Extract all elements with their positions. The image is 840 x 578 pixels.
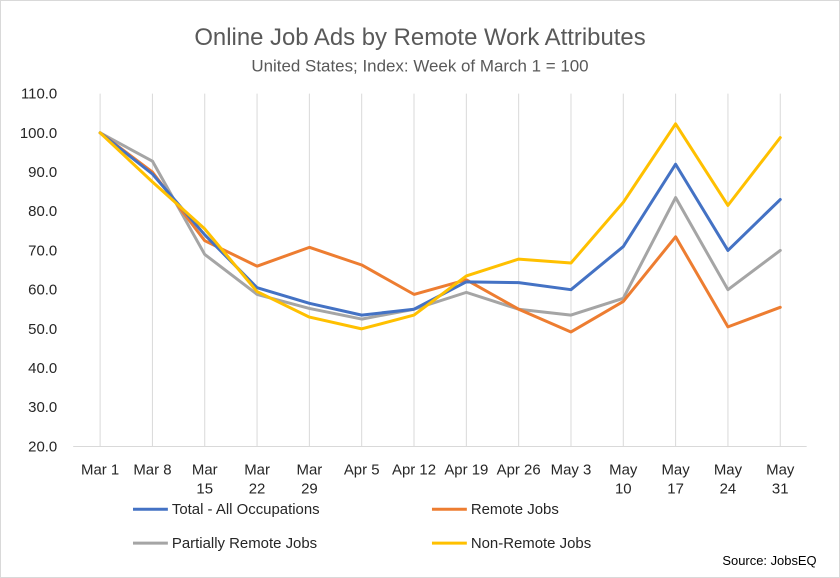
x-tick-label: Mar 8 xyxy=(133,461,171,478)
x-tick-label: 31 xyxy=(772,480,789,497)
grid-lines xyxy=(73,93,807,447)
x-tick-label: May 3 xyxy=(551,461,592,478)
x-tick-label: 15 xyxy=(196,480,213,497)
legend-label: Partially Remote Jobs xyxy=(172,535,317,552)
x-tick-label: 29 xyxy=(301,480,318,497)
x-tick-label: Apr 26 xyxy=(497,461,541,478)
chart-title: Online Job Ads by Remote Work Attributes xyxy=(194,24,645,51)
x-tick-label: Mar xyxy=(297,461,323,478)
x-axis-ticks: Mar 1 Mar 8 Mar 15 Mar 22 Mar 29 Apr 5 Apr 12 Apr … xyxy=(81,461,795,497)
x-tick-label: Apr 5 xyxy=(344,461,380,478)
legend-label: Remote Jobs xyxy=(471,501,559,518)
x-tick-label: May xyxy=(661,461,690,478)
y-tick-label: 20.0 xyxy=(28,438,57,455)
x-tick-label: May xyxy=(609,461,638,478)
x-tick-label: 10 xyxy=(615,480,632,497)
legend-label: Total - All Occupations xyxy=(172,501,320,518)
series-line-partially-remote-jobs xyxy=(98,131,782,321)
source-note: Source: JobsEQ xyxy=(722,553,816,568)
y-tick-label: 80.0 xyxy=(28,203,57,220)
legend-label: Non-Remote Jobs xyxy=(471,535,591,552)
x-tick-label: May xyxy=(766,461,795,478)
x-tick-label: 17 xyxy=(667,480,684,497)
y-tick-label: 110.0 xyxy=(21,86,57,103)
x-tick-label: 22 xyxy=(249,480,266,497)
y-tick-label: 90.0 xyxy=(28,164,57,181)
x-tick-label: Mar 1 xyxy=(81,461,119,478)
y-tick-label: 40.0 xyxy=(28,360,57,377)
x-tick-label: Apr 19 xyxy=(444,461,488,478)
x-tick-label: Apr 12 xyxy=(392,461,436,478)
y-tick-label: 50.0 xyxy=(28,321,57,338)
x-tick-label: May xyxy=(714,461,743,478)
y-tick-label: 30.0 xyxy=(28,399,57,416)
series-line-non-remote-jobs xyxy=(98,122,782,331)
series-lines xyxy=(98,122,782,334)
y-tick-label: 70.0 xyxy=(28,242,57,259)
x-tick-label: Mar xyxy=(192,461,218,478)
x-tick-label: 24 xyxy=(720,480,737,497)
y-axis-ticks: 20.0 30.0 40.0 50.0 60.0 70.0 80.0 90.0 100.0 110… xyxy=(20,86,57,456)
legend: Total - All Occupations Remote Jobs Partia… xyxy=(132,501,591,552)
y-tick-label: 60.0 xyxy=(28,282,57,299)
y-tick-label: 100.0 xyxy=(20,125,57,142)
x-tick-label: Mar xyxy=(244,461,270,478)
chart-subtitle: United States; Index: Week of March 1 = … xyxy=(251,57,588,76)
